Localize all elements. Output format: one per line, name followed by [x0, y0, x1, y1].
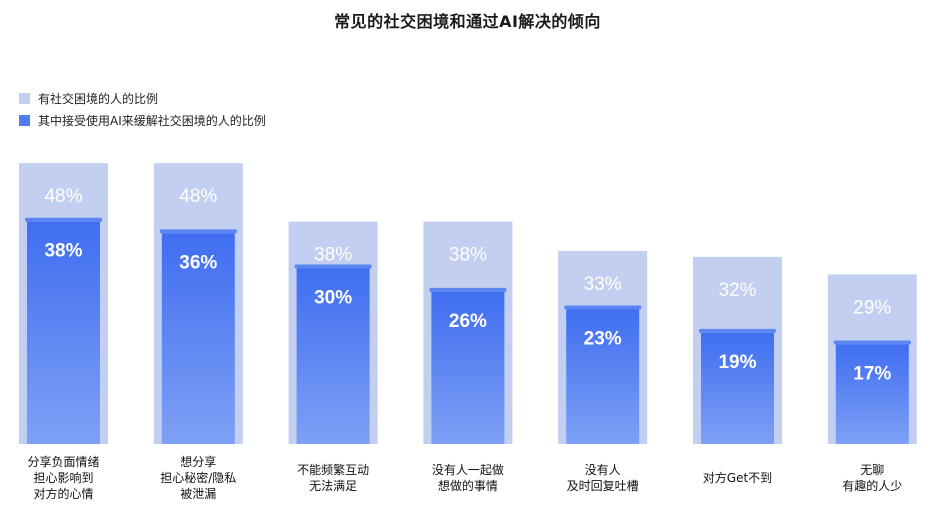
label-ai-2: 30%: [314, 288, 352, 309]
category-label-1: 想分享 担心秘密/隐私 被泄漏: [160, 455, 237, 501]
chart-title: 常见的社交困境和通过AI解决的倾向: [334, 12, 601, 31]
category-label-3: 没有人一起做 想做的事情: [431, 463, 504, 493]
bar-ai-2: [296, 268, 370, 444]
category-label-6: 无聊 有趣的人少: [842, 463, 903, 493]
label-ai-0: 38%: [44, 241, 82, 262]
label-total-2: 38%: [314, 245, 352, 266]
legend-swatch-total: [19, 92, 30, 104]
label-total-0: 48%: [44, 186, 82, 207]
category-label-2: 不能频繁互动 无法满足: [297, 463, 370, 493]
label-total-3: 38%: [449, 245, 487, 266]
bar-ai-6: [835, 344, 909, 444]
bar-ai-0: [27, 221, 100, 444]
legend-label-total: 有社交困境的人的比例: [38, 91, 159, 106]
bar-ai-cap-0: [25, 217, 102, 222]
label-ai-4: 23%: [584, 328, 622, 349]
bar-ai-cap-2: [294, 264, 372, 269]
label-total-5: 32%: [718, 280, 756, 301]
legend-item-ai: 其中接受使用AI来缓解社交困境的人的比例: [19, 112, 266, 128]
bar-ai-cap-6: [833, 340, 911, 345]
bar-ai-cap-4: [564, 305, 642, 310]
bar-ai-cap-5: [699, 328, 776, 333]
label-ai-1: 36%: [179, 252, 217, 273]
bar-ai-5: [701, 332, 774, 444]
label-ai-5: 19%: [718, 352, 756, 373]
bar-ai-1: [161, 233, 235, 444]
label-total-6: 29%: [853, 297, 891, 318]
legend-swatch-ai: [19, 114, 30, 126]
bar-ai-4: [566, 309, 640, 444]
label-ai-6: 17%: [853, 364, 891, 385]
bar-ai-cap-1: [159, 229, 237, 234]
label-total-4: 33%: [584, 274, 622, 295]
category-label-4: 没有人 及时回复吐槽: [566, 463, 639, 493]
legend-item-total: 有社交困境的人的比例: [19, 90, 158, 106]
label-total-1: 48%: [179, 186, 217, 207]
legend-label-ai: 其中接受使用AI来缓解社交困境的人的比例: [38, 113, 266, 128]
bar-ai-cap-3: [429, 287, 507, 292]
category-label-5: 对方Get不到: [702, 471, 773, 485]
label-ai-3: 26%: [449, 311, 487, 332]
category-label-0: 分享负面情绪 担心影响到 对方的心情: [27, 455, 100, 501]
bar-ai-3: [431, 291, 505, 444]
